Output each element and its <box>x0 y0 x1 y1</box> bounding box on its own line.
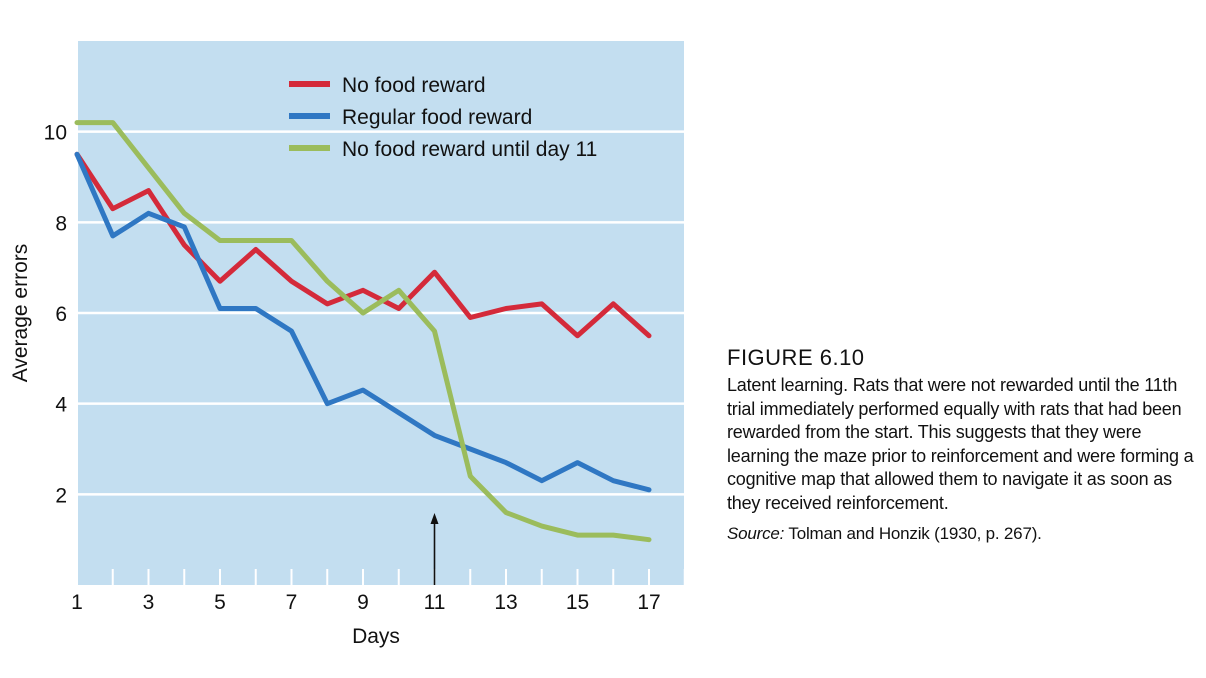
x-tick-labels: 1 3 5 7 9 11 13 15 17 <box>71 591 661 614</box>
x-axis-label: Days <box>352 625 400 648</box>
x-tick-label: 7 <box>286 591 298 614</box>
legend-label-1: No food reward <box>342 74 486 97</box>
figure-caption: FIGURE 6.10 Latent learning. Rats that w… <box>727 345 1197 544</box>
x-tick-label: 11 <box>424 591 446 614</box>
caption-source: Source: Tolman and Honzik (1930, p. 267)… <box>727 524 1197 544</box>
y-tick-label: 8 <box>55 212 67 235</box>
y-tick-label: 10 <box>44 122 67 145</box>
day-11-arrow-annotation <box>430 513 439 585</box>
y-tick-label: 2 <box>55 484 67 507</box>
source-label: Source: <box>727 524 785 543</box>
arrow-head <box>430 513 439 524</box>
series-lines <box>74 120 652 543</box>
y-axis-label: Average errors <box>9 244 32 383</box>
y-tick-labels: 2 4 6 8 10 <box>44 122 68 508</box>
series-line-1 <box>74 151 652 339</box>
x-tick-label: 1 <box>71 591 83 614</box>
source-text: Tolman and Honzik (1930, p. 267). <box>788 524 1042 543</box>
x-tick-label: 17 <box>637 591 660 614</box>
x-tick-label: 15 <box>566 591 589 614</box>
legend-label-2: Regular food reward <box>342 106 532 129</box>
series-line-2 <box>74 151 652 493</box>
y-tick-label: 6 <box>55 303 67 326</box>
figure-label: FIGURE 6.10 <box>727 345 865 370</box>
legend: No food reward Regular food reward No food… <box>289 74 597 161</box>
caption-text: Latent learning. Rats that were not rewa… <box>727 375 1194 513</box>
x-tick-label: 9 <box>357 591 369 614</box>
x-tick-label: 13 <box>494 591 517 614</box>
x-tick-label: 3 <box>143 591 155 614</box>
x-tick-label: 5 <box>214 591 226 614</box>
y-tick-label: 4 <box>55 394 67 417</box>
legend-label-3: No food reward until day 11 <box>342 138 597 161</box>
series-line-3 <box>74 120 652 543</box>
